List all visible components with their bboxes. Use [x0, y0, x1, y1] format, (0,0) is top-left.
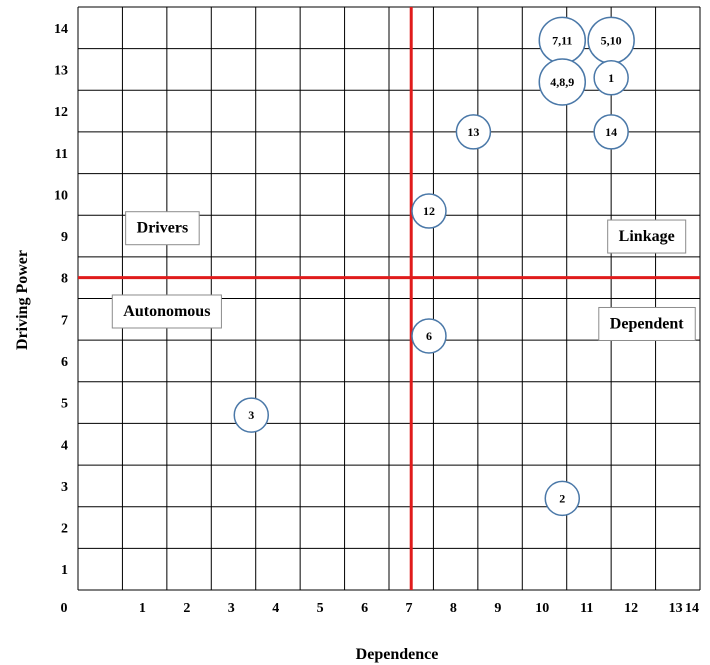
- data-point-marker: [411, 193, 447, 229]
- data-point-label: 3: [248, 408, 254, 422]
- data-point: 2: [544, 480, 581, 517]
- data-point: 14: [593, 114, 629, 150]
- data-point-label: 1: [608, 71, 614, 85]
- x-tick-label: 1: [139, 601, 146, 616]
- quadrant-label-text: Dependent: [610, 315, 684, 332]
- y-tick-label: 4: [61, 438, 68, 453]
- quadrant-label: Dependent: [598, 306, 696, 341]
- y-tick-label: 10: [54, 188, 68, 203]
- x-tick-label: 6: [361, 601, 368, 616]
- y-tick-label: 11: [55, 147, 68, 162]
- y-tick-label: 9: [61, 230, 68, 245]
- quadrant-label: Drivers: [125, 211, 200, 246]
- y-tick-label: 12: [54, 105, 68, 120]
- y-tick-label: 1: [61, 563, 68, 578]
- data-point: 1: [593, 60, 629, 96]
- quadrant-label-box: [598, 306, 696, 341]
- data-point-marker: [593, 60, 629, 96]
- x-tick-label: 3: [228, 601, 235, 616]
- y-tick-label: 14: [54, 22, 68, 37]
- quadrant-label-box: [111, 294, 222, 329]
- data-point-marker: [455, 114, 492, 150]
- x-tick-label: 9: [494, 601, 501, 616]
- x-tick-label: 0: [61, 601, 68, 616]
- x-tick-label: 5: [317, 601, 324, 616]
- quadrant-dividers: [78, 7, 700, 590]
- quadrant-label: Linkage: [607, 219, 687, 254]
- x-tick-label: 4: [272, 601, 279, 616]
- data-point: 7,11: [538, 16, 587, 65]
- data-point: 6: [411, 318, 447, 354]
- quadrant-label-box: [125, 211, 200, 246]
- data-point-marker: [544, 480, 581, 517]
- quadrant-label: Autonomous: [111, 294, 222, 329]
- data-point: 5,10: [587, 16, 635, 65]
- y-tick-label: 3: [61, 480, 68, 495]
- data-point-label: 14: [605, 125, 617, 139]
- y-tick-label: 13: [54, 63, 68, 78]
- data-point-label: 5,10: [601, 33, 622, 47]
- data-point-marker: [593, 114, 629, 150]
- data-point-marker: [233, 397, 270, 433]
- data-points: 7,11 5,10 4,8,9 1 13 14 12 6 3 2: [233, 16, 635, 517]
- y-tick-label: 5: [61, 397, 68, 412]
- data-point-marker: [538, 58, 587, 106]
- data-point-label: 2: [559, 491, 565, 505]
- data-point-label: 4,8,9: [550, 75, 574, 89]
- x-tick-label: 11: [580, 601, 593, 616]
- x-tick-label: 14: [685, 601, 699, 616]
- y-tick-label: 2: [61, 522, 68, 537]
- quadrant-labels: Drivers Linkage Autonomous Dependent: [111, 211, 696, 341]
- x-axis-ticks: 0 1 2 3 4 5 6 7 8 9 10 11 12 13 14: [61, 601, 700, 616]
- data-point: 13: [455, 114, 492, 150]
- data-point: 3: [233, 397, 270, 433]
- x-tick-label: 13: [669, 601, 683, 616]
- data-point: 4,8,9: [538, 58, 587, 106]
- y-tick-label: 7: [61, 313, 68, 328]
- x-axis-title: Dependence: [356, 646, 439, 663]
- quadrant-label-text: Linkage: [619, 228, 675, 245]
- x-tick-label: 12: [624, 601, 638, 616]
- data-point: 12: [411, 193, 447, 229]
- quadrant-label-text: Drivers: [137, 220, 189, 237]
- quadrant-label-box: [607, 219, 687, 254]
- data-point-label: 13: [467, 125, 479, 139]
- y-tick-label: 8: [61, 272, 68, 287]
- x-tick-label: 10: [535, 601, 549, 616]
- data-point-label: 6: [426, 329, 432, 343]
- quadrant-label-text: Autonomous: [123, 303, 210, 320]
- data-point-label: 7,11: [552, 33, 572, 47]
- y-tick-label: 6: [61, 355, 68, 370]
- data-point-marker: [411, 318, 447, 354]
- x-tick-label: 2: [183, 601, 190, 616]
- y-axis-title: Driving Power: [14, 250, 31, 350]
- x-tick-label: 8: [450, 601, 457, 616]
- x-tick-label: 7: [406, 601, 413, 616]
- data-point-label: 12: [423, 204, 435, 218]
